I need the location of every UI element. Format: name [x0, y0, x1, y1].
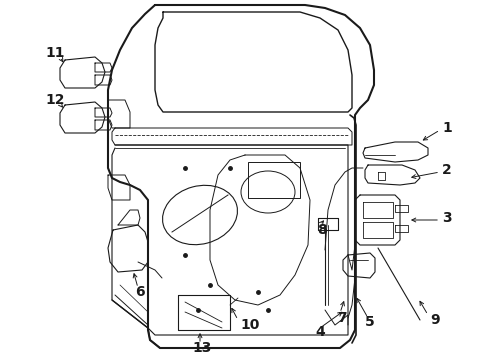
Text: 2: 2	[442, 163, 452, 177]
Text: 1: 1	[442, 121, 452, 135]
Text: 9: 9	[430, 313, 440, 327]
Text: 5: 5	[365, 315, 375, 329]
Text: 8: 8	[317, 223, 327, 237]
Text: 10: 10	[240, 318, 260, 332]
Text: 3: 3	[442, 211, 452, 225]
Text: 12: 12	[45, 93, 65, 107]
Text: 7: 7	[337, 311, 347, 325]
Text: 13: 13	[192, 341, 212, 355]
Text: 11: 11	[45, 46, 65, 60]
Text: 6: 6	[135, 285, 145, 299]
Text: 4: 4	[315, 325, 325, 339]
Bar	[248, 162, 300, 198]
